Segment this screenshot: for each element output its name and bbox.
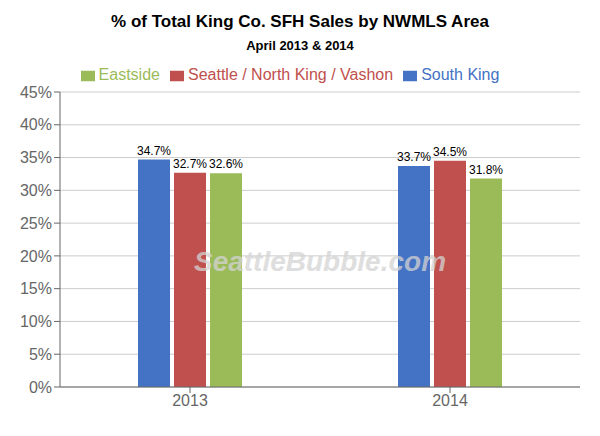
- svg-text:2013: 2013: [172, 392, 208, 409]
- html-text:April 2013 & 2014: April 2013 & 2014: [246, 38, 354, 53]
- svg-text:5%: 5%: [29, 346, 52, 363]
- html-text:Eastside: Eastside: [98, 66, 160, 83]
- svg-text:2014: 2014: [432, 392, 468, 409]
- svg-text:35%: 35%: [20, 149, 52, 166]
- svg-text:31.8%: 31.8%: [469, 163, 503, 177]
- html-text:% of Total King Co. SFH Sales: % of Total King Co. SFH Sales by NWMLS A…: [111, 12, 489, 31]
- svg-text:32.7%: 32.7%: [173, 157, 207, 171]
- svg-text:15%: 15%: [20, 280, 52, 297]
- svg-text:10%: 10%: [20, 313, 52, 330]
- html-text:South King: South King: [421, 66, 500, 83]
- svg-text:40%: 40%: [20, 116, 52, 133]
- html-text:Seattle / North King / Vashon: Seattle / North King / Vashon: [188, 66, 394, 83]
- svg-text:33.7%: 33.7%: [397, 150, 431, 164]
- svg-text:0%: 0%: [29, 379, 52, 396]
- svg-text:34.5%: 34.5%: [433, 145, 467, 159]
- svg-text:20%: 20%: [20, 248, 52, 265]
- svg-text:30%: 30%: [20, 182, 52, 199]
- html-text:SeattleBubble.com: SeattleBubble.com: [194, 246, 446, 277]
- svg-text:32.6%: 32.6%: [209, 157, 243, 171]
- svg-text:34.7%: 34.7%: [137, 144, 171, 158]
- svg-text:25%: 25%: [20, 215, 52, 232]
- svg-text:45%: 45%: [20, 84, 52, 101]
